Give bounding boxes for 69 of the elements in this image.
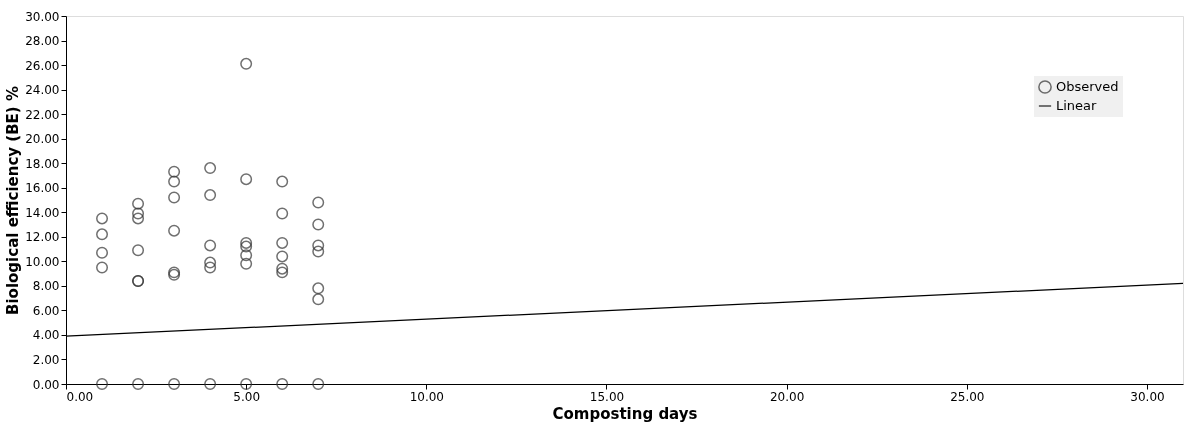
point bbox=[204, 162, 217, 175]
point bbox=[132, 207, 145, 220]
point bbox=[276, 378, 289, 390]
legend-label: Linear bbox=[1056, 98, 1098, 113]
point bbox=[96, 212, 109, 225]
point bbox=[132, 378, 145, 390]
point bbox=[168, 224, 181, 237]
point bbox=[276, 207, 289, 220]
point bbox=[276, 175, 289, 188]
point bbox=[240, 249, 253, 262]
point bbox=[204, 189, 217, 202]
point bbox=[168, 191, 181, 204]
x-tick-label: 10.00 bbox=[409, 389, 444, 404]
point bbox=[240, 257, 253, 270]
x-axis-title: Composting days bbox=[552, 404, 698, 423]
point bbox=[96, 261, 109, 274]
x-tick-label: 20.00 bbox=[769, 389, 805, 404]
y-tick-label: 4.00 bbox=[32, 328, 60, 343]
legend-label: Observed bbox=[1056, 79, 1119, 94]
point bbox=[276, 266, 289, 279]
point bbox=[240, 173, 253, 186]
y-tick-label: 2.00 bbox=[32, 352, 60, 367]
point bbox=[132, 244, 145, 257]
y-tick-label: 6.00 bbox=[32, 303, 60, 318]
x-tick-label: 0.00 bbox=[66, 389, 94, 404]
point bbox=[168, 165, 181, 178]
y-tick-label: 8.00 bbox=[32, 279, 60, 294]
x-tick-label: 15.00 bbox=[589, 389, 625, 404]
point bbox=[240, 57, 253, 70]
point bbox=[96, 228, 109, 241]
point bbox=[312, 239, 325, 252]
y-tick-label: 22.00 bbox=[25, 107, 60, 122]
x-tick-label: 25.00 bbox=[950, 389, 985, 404]
y-tick-label: 24.00 bbox=[25, 83, 60, 98]
y-tick-label: 10.00 bbox=[25, 254, 60, 269]
y-tick-label: 0.00 bbox=[32, 377, 60, 392]
x-tick-label: 5.00 bbox=[233, 389, 261, 404]
point bbox=[240, 236, 253, 249]
point bbox=[312, 293, 325, 306]
point bbox=[240, 240, 253, 253]
point bbox=[204, 378, 217, 390]
y-tick-label: 14.00 bbox=[25, 205, 60, 220]
point bbox=[312, 378, 325, 390]
point bbox=[96, 378, 109, 390]
point bbox=[204, 261, 217, 274]
x-tick-label: 30.00 bbox=[1130, 389, 1165, 404]
point bbox=[240, 378, 253, 390]
point bbox=[132, 212, 145, 225]
y-tick-label: 26.00 bbox=[25, 58, 60, 73]
point bbox=[168, 378, 181, 390]
point bbox=[312, 282, 325, 295]
point bbox=[312, 245, 325, 258]
point bbox=[132, 197, 145, 210]
point bbox=[312, 218, 325, 231]
point bbox=[312, 196, 325, 209]
point bbox=[204, 239, 217, 252]
y-tick-label: 30.00 bbox=[25, 9, 60, 24]
y-axis-title: Biological efficiency (BE) % bbox=[4, 86, 23, 315]
point bbox=[204, 256, 217, 269]
point bbox=[276, 236, 289, 249]
point bbox=[276, 262, 289, 275]
y-tick-label: 12.00 bbox=[25, 230, 60, 245]
y-tick-label: 18.00 bbox=[25, 156, 60, 171]
y-tick-label: 28.00 bbox=[25, 34, 60, 49]
point bbox=[276, 250, 289, 263]
point bbox=[96, 246, 109, 259]
point bbox=[168, 175, 181, 188]
y-tick-label: 16.00 bbox=[25, 181, 60, 196]
y-tick-label: 20.00 bbox=[25, 132, 60, 147]
